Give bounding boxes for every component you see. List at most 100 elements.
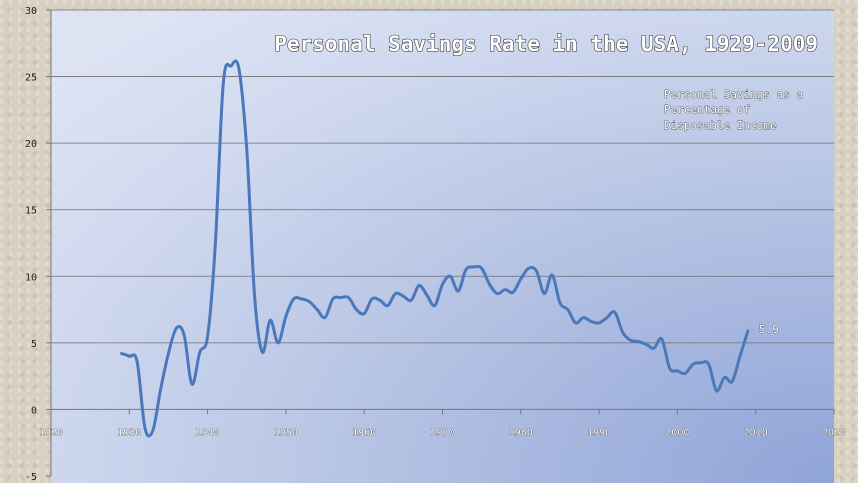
data-point — [558, 301, 562, 305]
y-tick-label: 5 — [31, 339, 37, 350]
data-point — [456, 289, 460, 293]
data-point — [300, 297, 303, 301]
y-tick-labels: -5 0 5 10 15 20 25 30 — [25, 6, 37, 483]
data-point — [339, 296, 342, 299]
data-point — [472, 265, 476, 269]
data-point — [535, 269, 538, 273]
y-tick-label: 20 — [25, 139, 37, 150]
data-point — [433, 304, 436, 307]
data-point — [449, 275, 452, 278]
data-point — [409, 299, 413, 302]
data-point — [222, 82, 225, 85]
data-point — [253, 295, 256, 298]
data-point — [590, 320, 593, 323]
data-point — [723, 376, 726, 379]
x-tick-label: 1960 — [352, 427, 376, 438]
data-point — [378, 299, 382, 302]
data-point — [347, 296, 350, 299]
data-point — [676, 369, 679, 373]
data-point — [605, 316, 609, 319]
x-tick-label: 2010 — [744, 427, 768, 438]
data-point — [621, 331, 624, 334]
data-point — [143, 426, 147, 430]
data-point — [715, 389, 718, 392]
data-point — [425, 293, 429, 297]
data-point — [316, 308, 319, 311]
data-point — [331, 297, 335, 301]
x-tick-label: 1920 — [39, 427, 63, 438]
data-point — [519, 277, 522, 281]
data-point — [699, 361, 703, 365]
data-point — [496, 292, 499, 295]
x-tick-label: 1930 — [117, 427, 141, 438]
x-tick-labels: 1920 1930 1940 1950 1960 1970 1980 1990 2000 2010… — [39, 427, 847, 439]
data-point — [550, 273, 554, 277]
data-point — [574, 321, 577, 325]
data-point — [198, 350, 201, 354]
data-point — [167, 352, 170, 355]
x-tick-label: 1990 — [587, 427, 611, 438]
data-point — [644, 342, 648, 346]
data-point — [323, 316, 327, 319]
data-point — [120, 352, 123, 355]
data-point — [261, 350, 264, 354]
data-point — [582, 316, 585, 319]
data-point — [245, 148, 248, 151]
x-tick-label: 1940 — [196, 427, 220, 438]
data-point — [566, 308, 569, 311]
data-point — [355, 308, 358, 311]
data-points — [120, 64, 750, 432]
chart-title: Personal Savings Rate in the USA, 1929-2… — [274, 32, 818, 56]
data-point — [691, 362, 695, 366]
data-point — [488, 283, 491, 286]
y-tick-label: 0 — [31, 405, 37, 416]
data-point — [128, 354, 131, 358]
x-tick-label: 1970 — [430, 427, 454, 438]
y-tick-label: 30 — [25, 6, 37, 17]
data-point — [394, 292, 397, 295]
last-value-label: 5.9 — [759, 323, 779, 336]
series-line — [120, 59, 750, 438]
data-point — [386, 304, 389, 307]
data-point — [637, 340, 640, 343]
data-point — [229, 64, 233, 68]
data-point — [190, 382, 194, 386]
y-tick-label: 25 — [25, 73, 37, 84]
data-point — [135, 360, 139, 363]
data-point — [597, 321, 601, 325]
data-point — [503, 288, 507, 291]
data-point — [746, 329, 750, 333]
data-point — [214, 241, 217, 245]
data-point — [417, 284, 421, 287]
data-point — [441, 283, 444, 286]
data-point — [527, 267, 530, 270]
data-point — [668, 366, 671, 370]
data-point — [237, 67, 241, 70]
x-tick-label: 1950 — [274, 427, 298, 438]
data-point — [660, 337, 663, 341]
data-point — [308, 300, 311, 303]
data-point — [511, 291, 515, 294]
annotation-line-2: Percentage of — [664, 103, 750, 116]
data-point — [480, 267, 483, 270]
data-point — [684, 372, 687, 375]
data-point — [182, 333, 186, 337]
data-point — [206, 335, 209, 338]
data-point — [731, 380, 734, 383]
data-point — [151, 429, 154, 432]
y-tick-label: -5 — [25, 472, 37, 483]
data-point — [175, 327, 178, 330]
plot-area — [51, 10, 834, 483]
data-point — [543, 292, 546, 295]
data-point — [284, 315, 288, 318]
data-point — [629, 338, 632, 342]
data-point — [402, 295, 405, 298]
annotation-line-3: Disposable Income — [664, 119, 777, 132]
data-point — [370, 297, 374, 301]
data-point — [652, 346, 656, 350]
x-tick-label: 2000 — [665, 427, 689, 438]
grid-lines — [51, 9, 834, 344]
data-point — [464, 268, 468, 271]
data-point — [738, 354, 742, 358]
